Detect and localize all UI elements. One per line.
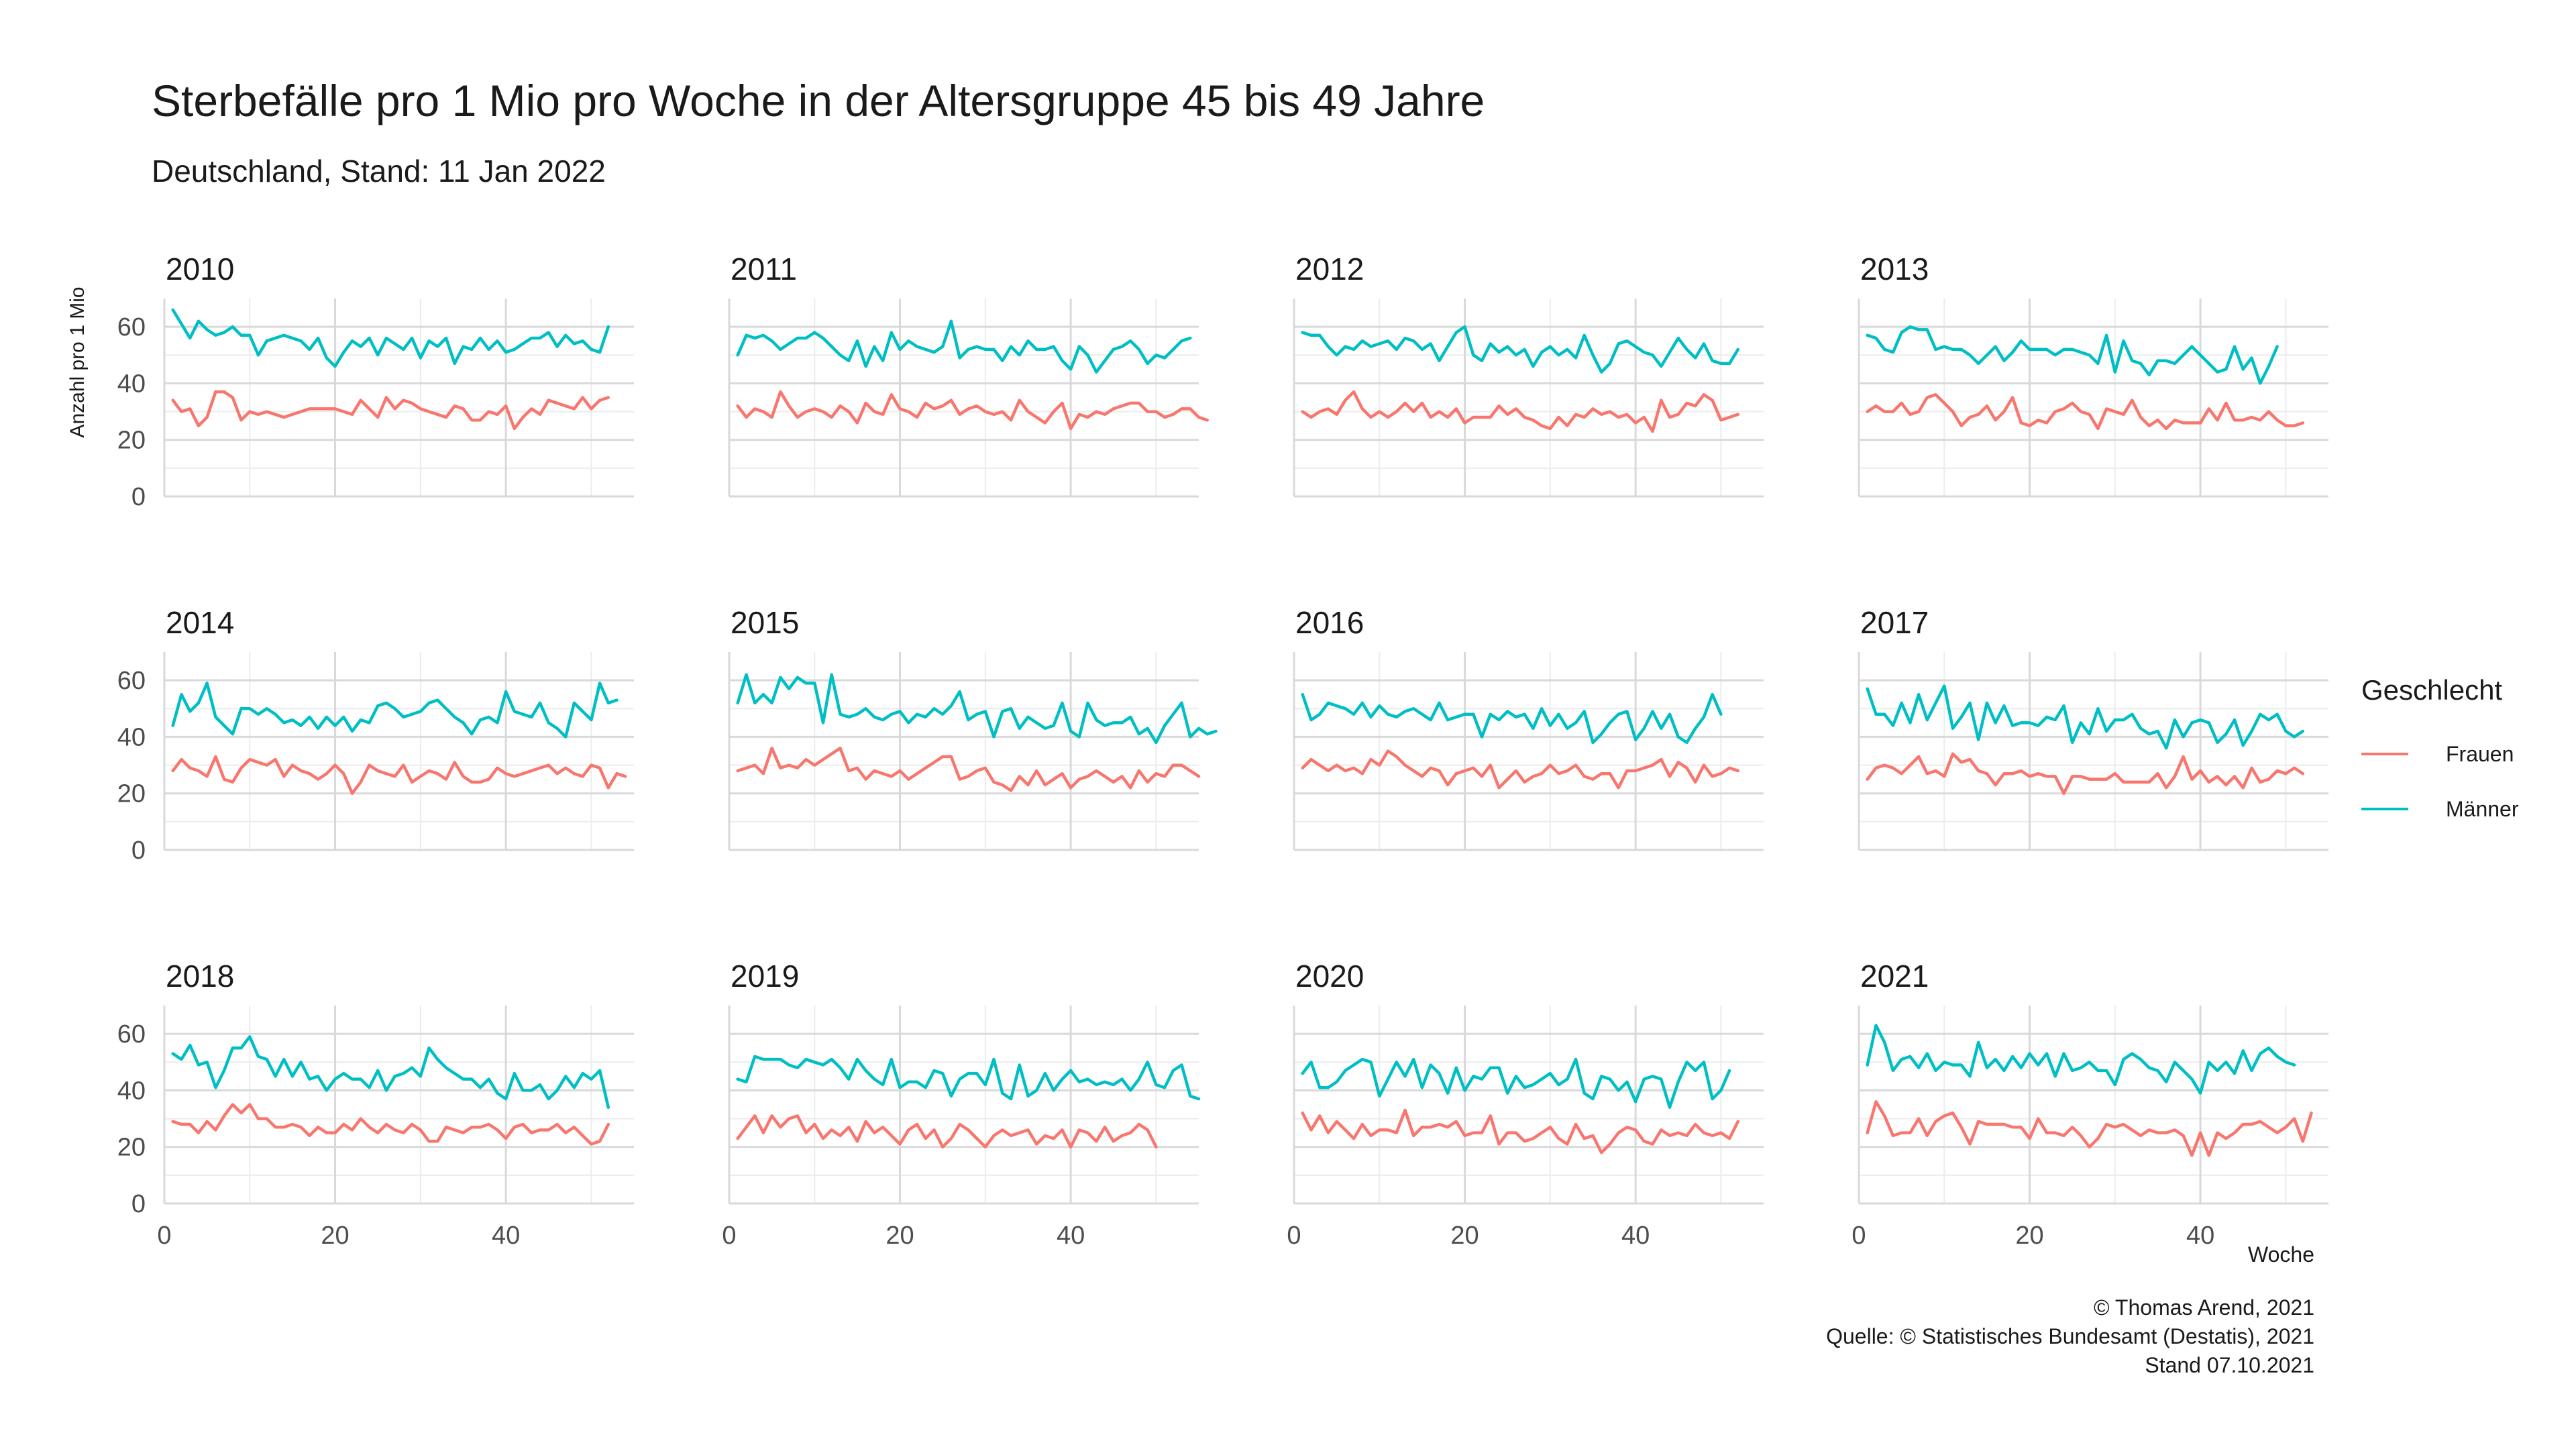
series-line-maenner-2013 <box>1866 325 2279 385</box>
x-tick-label: 40 <box>1057 1222 1085 1250</box>
x-tick-label: 0 <box>1287 1222 1301 1250</box>
panel-2012: 2012 <box>1293 252 1764 498</box>
panel-title-2015: 2015 <box>731 605 799 640</box>
panel-2020: 2020 0 20 40 <box>1287 959 1764 1250</box>
panel-2017: 2017 <box>1858 605 2328 851</box>
panel-title-2019: 2019 <box>731 959 799 994</box>
series-line-frauen-2013 <box>1866 393 2305 431</box>
caption-author: © Thomas Arend, 2021 <box>2094 1295 2314 1320</box>
legend-label-frauen: Frauen <box>2446 741 2514 766</box>
legend-label-maenner: Männer <box>2446 796 2519 821</box>
series-line-frauen-2017 <box>1866 752 2305 795</box>
series-line-maenner-2010 <box>171 308 610 368</box>
panel-2014: 2014 0 20 40 60 <box>117 605 634 865</box>
y-tick-label: 20 <box>117 427 146 455</box>
legend: Geschlecht Frauen Männer <box>2361 674 2519 837</box>
y-tick-label: 40 <box>117 723 146 751</box>
panel-2010: 2010 0 20 40 60 <box>117 252 634 511</box>
series-line-frauen-2018 <box>171 1103 610 1146</box>
y-tick-label: 60 <box>117 667 146 695</box>
chart-title: Sterbefälle pro 1 Mio pro Woche in der A… <box>152 76 1485 125</box>
caption-source: Quelle: © Statistisches Bundesamt (Desta… <box>1826 1324 2314 1348</box>
y-tick-label: 0 <box>131 483 146 511</box>
series-line-frauen-2011 <box>736 390 1209 431</box>
x-tick-label: 0 <box>1851 1222 1866 1250</box>
legend-key-frauen <box>2361 753 2408 755</box>
series-line-maenner-2018 <box>171 1035 610 1109</box>
series-line-frauen-2010 <box>171 390 610 431</box>
panel-2021: 2021 0 20 40 <box>1851 959 2328 1250</box>
series-line-maenner-2017 <box>1866 684 2305 750</box>
panel-2016: 2016 <box>1293 605 1764 851</box>
panel-2013: 2013 <box>1858 252 2328 498</box>
y-tick-label: 60 <box>117 1020 146 1049</box>
x-tick-label: 0 <box>157 1222 171 1250</box>
legend-key-maenner <box>2361 808 2408 810</box>
panel-title-2021: 2021 <box>1860 959 1929 994</box>
panel-title-2020: 2020 <box>1295 959 1364 994</box>
y-tick-label: 0 <box>131 837 146 865</box>
series-line-frauen-2014 <box>171 755 627 795</box>
series-line-maenner-2014 <box>171 682 619 739</box>
panel-2019: 2019 0 20 40 <box>722 959 1201 1250</box>
chart-subtitle: Deutschland, Stand: 11 Jan 2022 <box>152 154 606 189</box>
legend-title: Geschlecht <box>2361 674 2503 706</box>
panel-2015: 2015 <box>728 605 1218 851</box>
legend-item-maenner: Männer <box>2361 782 2519 837</box>
legend-item-frauen: Frauen <box>2361 727 2519 782</box>
series-line-maenner-2012 <box>1301 325 1740 374</box>
panel-2018: 2018 0 20 40 60 0 20 40 <box>117 959 634 1250</box>
y-tick-label: 20 <box>117 780 146 808</box>
caption: © Thomas Arend, 2021 Quelle: © Statistis… <box>1826 1293 2314 1380</box>
series-line-maenner-2021 <box>1866 1024 2296 1095</box>
panel-title-2010: 2010 <box>166 252 234 286</box>
x-tick-label: 40 <box>2186 1222 2214 1250</box>
x-tick-label: 20 <box>885 1222 914 1250</box>
series-line-maenner-2020 <box>1301 1057 1731 1109</box>
x-tick-label: 40 <box>492 1222 520 1250</box>
caption-date: Stand 07.10.2021 <box>2145 1353 2314 1377</box>
x-tick-label: 0 <box>722 1222 736 1250</box>
panel-title-2016: 2016 <box>1295 605 1364 640</box>
panel-title-2017: 2017 <box>1860 605 1929 640</box>
panel-title-2018: 2018 <box>166 959 234 994</box>
y-tick-label: 0 <box>131 1190 146 1218</box>
series-line-frauen-2021 <box>1866 1100 2313 1157</box>
panel-title-2013: 2013 <box>1860 252 1929 286</box>
series-line-frauen-2016 <box>1301 749 1740 790</box>
series-line-frauen-2015 <box>736 747 1201 792</box>
panel-2011: 2011 <box>728 252 1209 498</box>
y-tick-label: 20 <box>117 1134 146 1162</box>
panel-title-2011: 2011 <box>731 252 797 286</box>
x-tick-label: 20 <box>1450 1222 1479 1250</box>
panel-title-2014: 2014 <box>166 605 234 640</box>
x-tick-label: 20 <box>2015 1222 2043 1250</box>
panel-title-2012: 2012 <box>1295 252 1364 286</box>
series-line-maenner-2015 <box>736 673 1218 745</box>
y-tick-label: 40 <box>117 1077 146 1105</box>
x-tick-label: 40 <box>1621 1222 1650 1250</box>
series-line-maenner-2011 <box>736 319 1192 374</box>
y-tick-label: 60 <box>117 313 146 341</box>
x-tick-label: 20 <box>321 1222 349 1250</box>
x-axis-label: Woche <box>2247 1242 2314 1267</box>
series-line-frauen-2020 <box>1301 1108 1740 1155</box>
series-line-maenner-2019 <box>736 1055 1201 1101</box>
series-line-frauen-2012 <box>1301 390 1740 433</box>
y-tick-label: 40 <box>117 370 146 398</box>
series-line-maenner-2016 <box>1301 692 1723 745</box>
series-line-frauen-2019 <box>736 1114 1158 1148</box>
